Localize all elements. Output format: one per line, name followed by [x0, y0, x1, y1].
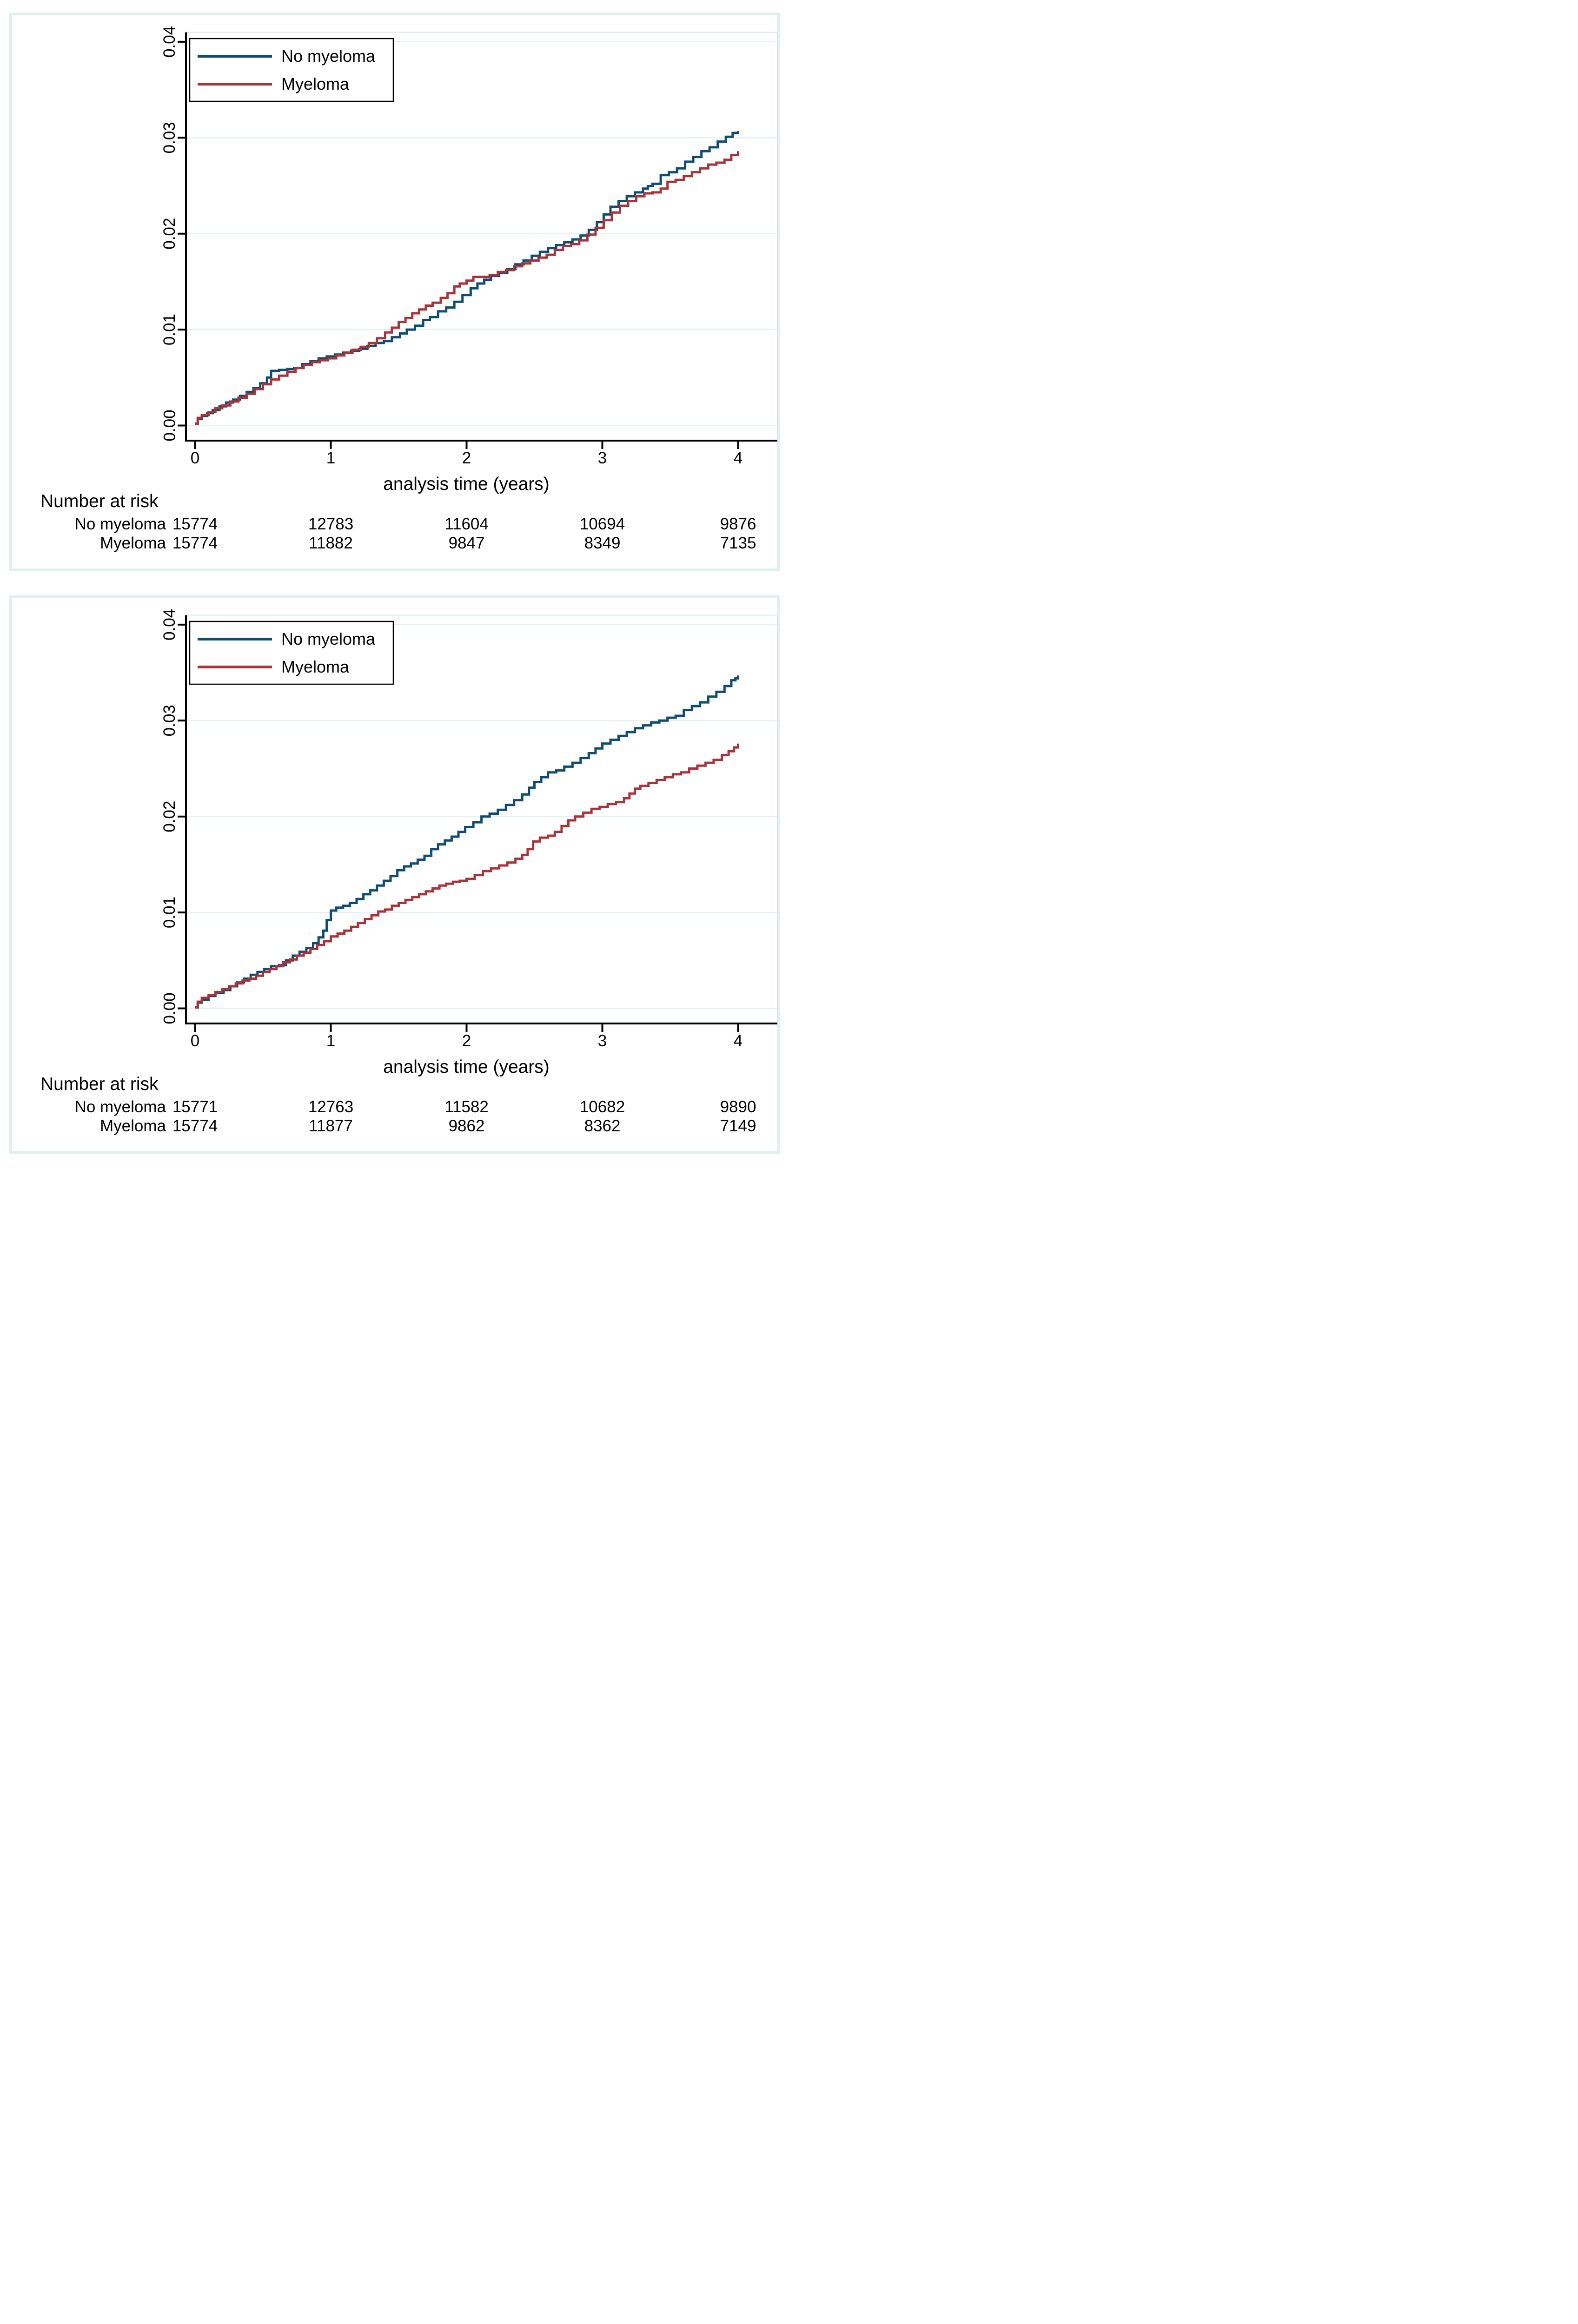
risk-value: 9890 [720, 1098, 756, 1116]
chart-panel-top: 0.00 0.01 0.02 0.03 0.04 0 1 2 3 4 analysis time… [9, 13, 780, 571]
legend-label-no-myeloma: No myeloma [281, 46, 376, 66]
risk-value: 12783 [308, 515, 353, 533]
risk-value: 15771 [172, 1098, 218, 1116]
series-curve-myeloma [195, 151, 739, 425]
y-tick-label: 0.04 [160, 26, 179, 58]
risk-value: 8349 [584, 534, 621, 552]
x-tick-label: 4 [734, 449, 743, 467]
y-tick-label: 0.04 [160, 609, 179, 640]
risk-row-label-myeloma: Myeloma [100, 1117, 166, 1135]
y-tick-label: 0.03 [160, 122, 179, 153]
x-tick-label: 0 [191, 1032, 199, 1050]
y-tick-labels: 0.00 0.01 0.02 0.03 0.04 [160, 609, 179, 1024]
legend-box [189, 621, 394, 685]
figure-page: 0.00 0.01 0.02 0.03 0.04 0 1 2 3 4 analysis time… [0, 0, 789, 1165]
y-tick-label: 0.03 [160, 705, 179, 736]
x-tick-label: 4 [734, 1032, 743, 1050]
y-ticks [178, 40, 186, 427]
legend: No myeloma Myeloma [189, 621, 394, 685]
x-tick-label: 3 [598, 449, 607, 467]
legend-label-no-myeloma: No myeloma [281, 629, 376, 648]
risk-value: 7149 [720, 1117, 756, 1135]
legend-label-myeloma: Myeloma [281, 74, 350, 93]
series-curve-myeloma [195, 743, 739, 1009]
y-tick-label: 0.01 [160, 897, 179, 928]
risk-value: 11582 [444, 1098, 489, 1116]
risk-value: 15774 [172, 515, 218, 533]
risk-table-title: Number at risk [40, 1074, 159, 1094]
risk-values: 15774 12783 11604 10694 9876 15774 11882 9847 83… [172, 515, 756, 552]
y-tick-label: 0.02 [160, 218, 179, 250]
x-tick-label: 2 [462, 449, 471, 467]
y-tick-label: 0.01 [160, 314, 179, 345]
x-tick-label: 3 [598, 1032, 607, 1050]
risk-row-label-no-myeloma: No myeloma [75, 1098, 166, 1116]
risk-values: 15771 12763 11582 10682 9890 15774 11877 9862 83… [172, 1098, 756, 1135]
risk-value: 7135 [720, 534, 756, 552]
legend-label-myeloma: Myeloma [281, 657, 350, 676]
legend: No myeloma Myeloma [189, 38, 394, 102]
risk-table-title: Number at risk [40, 491, 159, 511]
series-curve-no-myeloma [195, 131, 739, 425]
risk-value: 12763 [308, 1098, 353, 1116]
risk-value: 9847 [449, 534, 485, 552]
risk-row-label-no-myeloma: No myeloma [75, 515, 166, 533]
risk-value: 8362 [584, 1117, 621, 1135]
x-tick-label: 1 [326, 449, 335, 467]
chart-top: 0.00 0.01 0.02 0.03 0.04 0 1 2 3 4 analysis time… [40, 26, 778, 552]
risk-value: 9862 [449, 1117, 485, 1135]
chart-panel-bottom: 0.00 0.01 0.02 0.03 0.04 0 1 2 3 4 analysis time… [9, 595, 780, 1154]
x-tick-label: 0 [191, 449, 199, 467]
risk-value: 11604 [444, 515, 489, 533]
y-ticks [178, 623, 186, 1010]
x-ticks [194, 1023, 739, 1032]
y-tick-labels: 0.00 0.01 0.02 0.03 0.04 [160, 26, 179, 442]
x-ticks [194, 441, 739, 449]
y-tick-label: 0.02 [160, 801, 179, 832]
risk-value: 10694 [580, 515, 625, 533]
risk-value: 10682 [580, 1098, 625, 1116]
series-curve-no-myeloma [195, 675, 739, 1009]
risk-table: Number at risk No myeloma Myeloma 15771 1… [40, 1074, 756, 1135]
series-paths [195, 675, 739, 1009]
y-tick-label: 0.00 [160, 992, 179, 1024]
legend-box [189, 38, 394, 102]
x-axis-title: analysis time (years) [383, 1057, 550, 1077]
risk-table: Number at risk No myeloma Myeloma 15774 1… [40, 491, 756, 552]
x-axis-title: analysis time (years) [383, 474, 550, 494]
risk-value: 11882 [309, 534, 353, 552]
series-paths [195, 131, 739, 425]
chart-bottom: 0.00 0.01 0.02 0.03 0.04 0 1 2 3 4 analysis time… [40, 609, 778, 1135]
risk-value: 15774 [172, 1117, 218, 1135]
x-tick-label: 2 [462, 1032, 471, 1050]
x-tick-labels: 0 1 2 3 4 [191, 449, 743, 467]
risk-value: 11877 [309, 1117, 353, 1135]
risk-row-label-myeloma: Myeloma [100, 534, 166, 552]
risk-value: 9876 [720, 515, 756, 533]
y-tick-label: 0.00 [160, 409, 179, 441]
x-tick-labels: 0 1 2 3 4 [191, 1032, 743, 1050]
x-tick-label: 1 [326, 1032, 335, 1050]
risk-value: 15774 [172, 534, 218, 552]
